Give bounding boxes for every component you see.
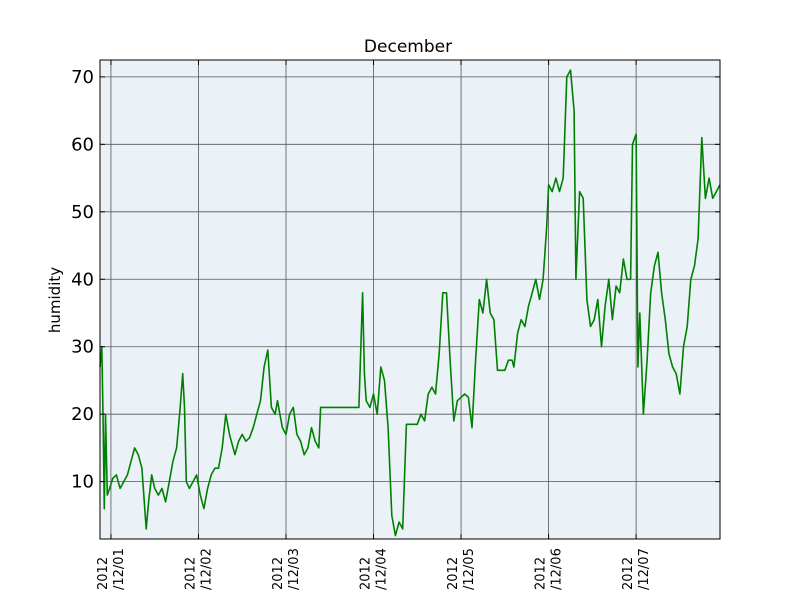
- x-tick-label-year: 2012: [183, 557, 198, 590]
- x-tick-label: 2012/12/05: [446, 548, 477, 590]
- series-layer: [99, 69, 721, 537]
- y-tick-label: 10: [71, 472, 94, 493]
- y-tick-label: 50: [71, 202, 94, 223]
- y-axis-label: humidity: [46, 267, 64, 333]
- x-tick-label-date: /12/01: [112, 548, 127, 590]
- x-axis-ticks: 2012/12/01 2012/12/02 2012/12/03 2012/12/04…: [96, 60, 652, 590]
- grid: [100, 60, 720, 539]
- x-tick-label: 2012/12/02: [183, 548, 214, 590]
- y-tick-label: 30: [71, 337, 94, 358]
- x-tick-label-date: /12/06: [550, 548, 565, 590]
- x-tick-label-year: 2012: [359, 557, 374, 590]
- x-tick-label: 2012/12/06: [534, 548, 565, 590]
- x-tick-label: 2012/12/07: [621, 548, 652, 590]
- x-tick-label-year: 2012: [534, 557, 549, 590]
- chart-title: December: [364, 37, 452, 57]
- y-tick-label: 20: [71, 404, 94, 425]
- plot-frame: [99, 59, 721, 540]
- x-tick-label-date: /12/03: [287, 548, 302, 590]
- x-tick-label-year: 2012: [621, 557, 636, 590]
- x-tick-label-date: /12/07: [637, 548, 652, 590]
- x-tick-label: 2012/12/01: [96, 548, 127, 590]
- x-tick-label-date: /12/04: [375, 548, 390, 590]
- y-tick-label: 60: [71, 134, 94, 155]
- y-axis-ticks: 10 20 30 40 50 60 70: [71, 67, 720, 493]
- x-tick-label-date: /12/02: [199, 548, 214, 590]
- humidity-series-line: [99, 69, 721, 537]
- x-tick-label-date: /12/05: [462, 548, 477, 590]
- x-tick-label: 2012/12/04: [359, 548, 390, 590]
- y-tick-label: 70: [71, 67, 94, 88]
- y-tick-label: 40: [71, 269, 94, 290]
- x-tick-label-year: 2012: [271, 557, 286, 590]
- x-tick-label: 2012/12/03: [271, 548, 302, 590]
- x-tick-label-year: 2012: [96, 557, 111, 590]
- plot-background: [100, 60, 720, 539]
- x-tick-label-year: 2012: [446, 557, 461, 590]
